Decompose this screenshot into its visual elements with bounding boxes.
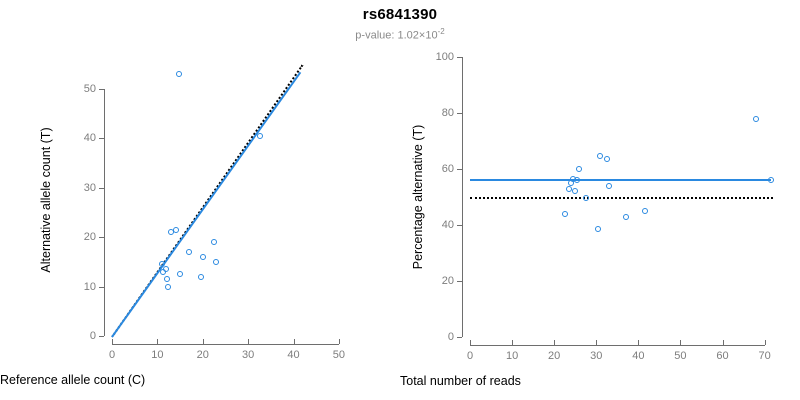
x-axis-tick-label: 10 [505,350,519,362]
pvalue-text: p-value: 1.02×10 [355,29,438,42]
x-axis-tick-label: 0 [466,350,474,362]
data-point [199,253,206,260]
y-axis-tick-label: 20 [83,231,96,244]
data-point [172,226,179,233]
data-point [574,177,581,184]
y-axis-tick [457,337,462,338]
fit-line [111,71,302,338]
data-point [211,239,218,246]
data-point [595,226,602,233]
y-axis-tick-label: 20 [441,275,454,287]
y-axis-line [104,88,105,336]
right-panel: 0 10 20 30 40 50 60 70 Total number of reads 0 20 4… [400,0,800,400]
x-axis-tick-label: 50 [332,349,346,361]
data-point [177,271,184,278]
y-axis-tick [99,237,104,239]
y-axis-tick-label: 50 [83,82,96,95]
y-axis-tick [99,286,104,288]
x-axis-tick [157,339,159,344]
y-axis-tick [99,88,104,90]
y-axis-tick-label: 0 [89,330,96,342]
x-axis-line [470,345,765,346]
y-axis-line [462,57,463,337]
data-point [256,132,263,139]
data-point [641,208,648,214]
x-axis-tick [248,339,250,344]
data-point [622,213,629,220]
x-axis-tick-label: 0 [108,349,116,361]
x-axis-tick-label: 40 [287,349,300,361]
x-axis-tick [722,340,724,345]
data-point [158,261,165,268]
x-axis-tick-label: 20 [196,349,209,361]
reference-line [470,197,773,199]
x-axis-tick [470,340,471,345]
x-axis-tick [638,340,640,345]
x-axis-tick-label: 60 [716,350,729,362]
data-point [603,156,610,163]
data-point [164,283,171,290]
x-axis-tick [293,339,295,344]
x-axis-tick-label: 10 [151,349,164,361]
y-axis-tick [99,187,104,189]
data-point [753,115,760,122]
x-axis-tick [112,339,113,344]
x-axis-tick-label: 30 [242,349,255,361]
data-point [597,153,604,160]
y-axis-title: Alternative allele count (T) [39,127,53,273]
x-axis-tick [202,339,204,344]
x-axis-tick [338,339,340,344]
x-axis-tick-label: 50 [674,350,687,362]
y-axis-tick-label: 0 [447,331,454,343]
x-axis-tick [554,340,556,345]
y-axis-tick [457,113,462,114]
y-axis-tick-label: 30 [83,181,96,194]
data-point [186,248,193,255]
x-axis-tick [680,340,682,345]
x-axis-line [112,344,339,345]
y-axis-tick-label: 10 [83,280,96,293]
data-point [767,177,774,184]
data-point [605,182,612,189]
data-point [565,185,572,192]
y-axis-tick-label: 80 [441,107,454,119]
y-axis-tick-label: 40 [83,132,96,145]
y-axis-tick-label: 40 [441,219,454,231]
y-axis-tick [457,57,462,58]
data-point [582,195,589,202]
y-axis-tick [457,225,462,226]
y-axis-tick-label: 100 [435,51,454,63]
data-point [576,166,583,172]
y-axis-tick [457,281,462,282]
data-point [561,210,568,217]
fit-line [470,179,771,182]
x-axis-tick [512,340,514,345]
x-axis-tick [764,340,766,345]
x-axis-tick [596,340,598,345]
data-point [163,266,170,273]
x-axis-tick-label: 40 [632,350,645,362]
data-point [176,70,183,77]
data-point [164,276,171,283]
y-axis-tick-label: 60 [441,163,454,175]
left-panel: 0 10 20 30 40 50 Reference allele count (C) 0 10… [0,64,346,387]
x-axis-tick-label: 70 [758,350,771,362]
pvalue-exponent: -2 [437,27,445,36]
x-axis-tick-label: 20 [548,350,561,362]
y-axis-title: Percentage alternative (T) [411,124,425,270]
pvalue-subtitle: p-value: 1.02×10-2 [0,27,800,42]
y-axis-tick [457,169,462,170]
data-point [572,188,579,195]
y-axis-tick [99,336,104,337]
x-axis-tick-label: 30 [590,350,603,362]
y-axis-tick [99,138,104,140]
page-title: rs6841390 [362,6,438,23]
data-point [197,273,204,280]
data-point [213,258,220,265]
